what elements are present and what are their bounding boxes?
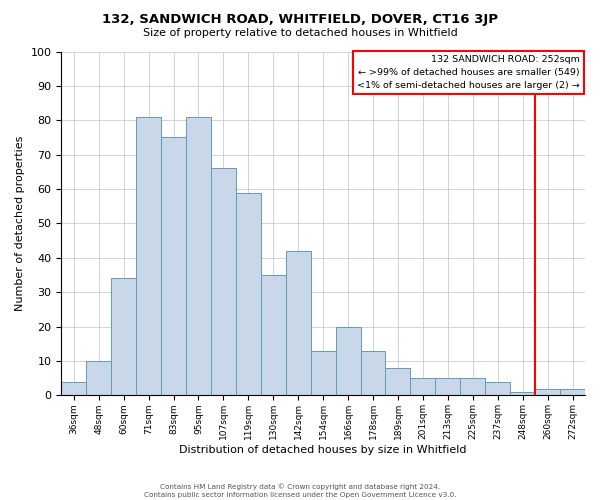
Bar [186,117,211,396]
Bar [510,392,535,396]
Bar [286,251,311,396]
Text: 132, SANDWICH ROAD, WHITFIELD, DOVER, CT16 3JP: 132, SANDWICH ROAD, WHITFIELD, DOVER, CT… [102,12,498,26]
Bar [161,138,186,396]
Bar [485,382,510,396]
Y-axis label: Number of detached properties: Number of detached properties [15,136,25,311]
Bar [136,117,161,396]
Bar [410,378,436,396]
Bar [86,361,111,396]
Bar [436,378,460,396]
Bar [460,378,485,396]
Bar [361,350,385,396]
Bar [61,382,86,396]
Text: 132 SANDWICH ROAD: 252sqm
← >99% of detached houses are smaller (549)
<1% of sem: 132 SANDWICH ROAD: 252sqm ← >99% of deta… [357,55,580,90]
Bar [211,168,236,396]
Bar [111,278,136,396]
X-axis label: Distribution of detached houses by size in Whitfield: Distribution of detached houses by size … [179,445,467,455]
Bar [535,388,560,396]
Text: Contains HM Land Registry data © Crown copyright and database right 2024.
Contai: Contains HM Land Registry data © Crown c… [144,484,456,498]
Bar [385,368,410,396]
Text: Size of property relative to detached houses in Whitfield: Size of property relative to detached ho… [143,28,457,38]
Bar [236,192,261,396]
Bar [311,350,335,396]
Bar [335,326,361,396]
Bar [261,275,286,396]
Bar [560,388,585,396]
